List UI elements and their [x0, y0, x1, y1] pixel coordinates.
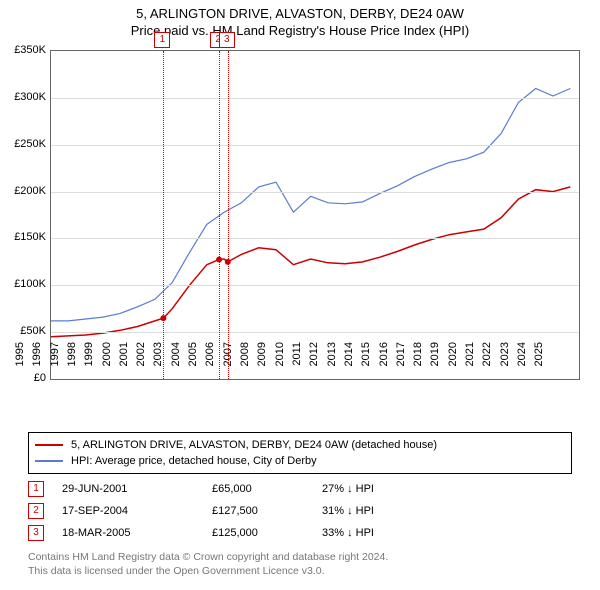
x-tick-label: 2018 [412, 342, 424, 382]
x-tick-label: 2000 [101, 342, 113, 382]
y-tick-label: £200K [2, 185, 46, 197]
x-tick-label: 2023 [499, 342, 511, 382]
sale-row-marker: 2 [28, 503, 44, 519]
y-tick-label: £300K [2, 91, 46, 103]
x-tick-label: 2005 [187, 342, 199, 382]
x-tick-label: 2011 [291, 342, 303, 382]
sale-row: 3 18-MAR-2005£125,00033% ↓ HPI [28, 522, 572, 544]
sale-row-marker: 1 [28, 481, 44, 497]
sale-row: 2 17-SEP-2004£127,50031% ↓ HPI [28, 500, 572, 522]
series-address_series [51, 187, 570, 337]
x-tick-label: 2004 [170, 342, 182, 382]
x-tick-label: 1998 [66, 342, 78, 382]
sale-vline [228, 51, 229, 379]
legend-row: 5, ARLINGTON DRIVE, ALVASTON, DERBY, DE2… [35, 437, 565, 453]
chart-container: 5, ARLINGTON DRIVE, ALVASTON, DERBY, DE2… [0, 0, 600, 590]
sale-price: £125,000 [212, 527, 322, 539]
y-gridline [51, 145, 579, 146]
legend: 5, ARLINGTON DRIVE, ALVASTON, DERBY, DE2… [28, 432, 572, 474]
x-tick-label: 2025 [533, 342, 545, 382]
x-tick-label: 2019 [429, 342, 441, 382]
x-tick-label: 2015 [360, 342, 372, 382]
legend-swatch [35, 460, 63, 462]
x-tick-label: 2013 [326, 342, 338, 382]
x-tick-label: 2024 [516, 342, 528, 382]
x-tick-label: 2012 [308, 342, 320, 382]
title-address: 5, ARLINGTON DRIVE, ALVASTON, DERBY, DE2… [0, 6, 600, 21]
footer-attribution: Contains HM Land Registry data © Crown c… [28, 550, 572, 578]
legend-swatch [35, 444, 63, 446]
x-tick-label: 2017 [395, 342, 407, 382]
x-tick-label: 1996 [31, 342, 43, 382]
y-tick-label: £100K [2, 278, 46, 290]
x-tick-label: 2007 [222, 342, 234, 382]
y-gridline [51, 332, 579, 333]
sale-row-marker: 3 [28, 525, 44, 541]
y-tick-label: £150K [2, 231, 46, 243]
sale-marker: 1 [154, 32, 170, 48]
y-gridline [51, 98, 579, 99]
x-tick-label: 2020 [447, 342, 459, 382]
sale-date: 18-MAR-2005 [62, 527, 212, 539]
title-subtitle: Price paid vs. HM Land Registry's House … [0, 23, 600, 38]
x-tick-label: 1997 [49, 342, 61, 382]
x-tick-label: 2022 [481, 342, 493, 382]
footer-line1: Contains HM Land Registry data © Crown c… [28, 550, 572, 564]
y-gridline [51, 238, 579, 239]
sale-pct: 31% ↓ HPI [322, 505, 432, 517]
y-gridline [51, 192, 579, 193]
sale-pct: 33% ↓ HPI [322, 527, 432, 539]
x-tick-label: 2010 [274, 342, 286, 382]
y-tick-label: £50K [2, 325, 46, 337]
y-tick-label: £250K [2, 138, 46, 150]
x-tick-label: 2009 [256, 342, 268, 382]
plot-area [50, 50, 580, 380]
legend-label: HPI: Average price, detached house, City… [71, 455, 317, 467]
x-tick-label: 2003 [152, 342, 164, 382]
x-tick-label: 2014 [343, 342, 355, 382]
sale-price: £65,000 [212, 483, 322, 495]
x-tick-label: 1995 [14, 342, 26, 382]
x-tick-label: 2006 [204, 342, 216, 382]
y-tick-label: £350K [2, 44, 46, 56]
legend-row: HPI: Average price, detached house, City… [35, 453, 565, 469]
titles: 5, ARLINGTON DRIVE, ALVASTON, DERBY, DE2… [0, 0, 600, 38]
y-gridline [51, 285, 579, 286]
plot-svg [51, 51, 579, 379]
x-tick-label: 1999 [83, 342, 95, 382]
sale-date: 17-SEP-2004 [62, 505, 212, 517]
footer-line2: This data is licensed under the Open Gov… [28, 564, 572, 578]
x-tick-label: 2021 [464, 342, 476, 382]
x-tick-label: 2001 [118, 342, 130, 382]
sale-marker: 3 [219, 32, 235, 48]
sale-pct: 27% ↓ HPI [322, 483, 432, 495]
sale-vline [163, 51, 164, 379]
sale-row: 1 29-JUN-2001£65,00027% ↓ HPI [28, 478, 572, 500]
legend-label: 5, ARLINGTON DRIVE, ALVASTON, DERBY, DE2… [71, 439, 437, 451]
sale-price: £127,500 [212, 505, 322, 517]
x-tick-label: 2016 [378, 342, 390, 382]
x-tick-label: 2002 [135, 342, 147, 382]
sale-date: 29-JUN-2001 [62, 483, 212, 495]
sale-vline [219, 51, 220, 379]
sales-table: 1 29-JUN-2001£65,00027% ↓ HPI 2 17-SEP-2004… [28, 478, 572, 544]
x-tick-label: 2008 [239, 342, 251, 382]
